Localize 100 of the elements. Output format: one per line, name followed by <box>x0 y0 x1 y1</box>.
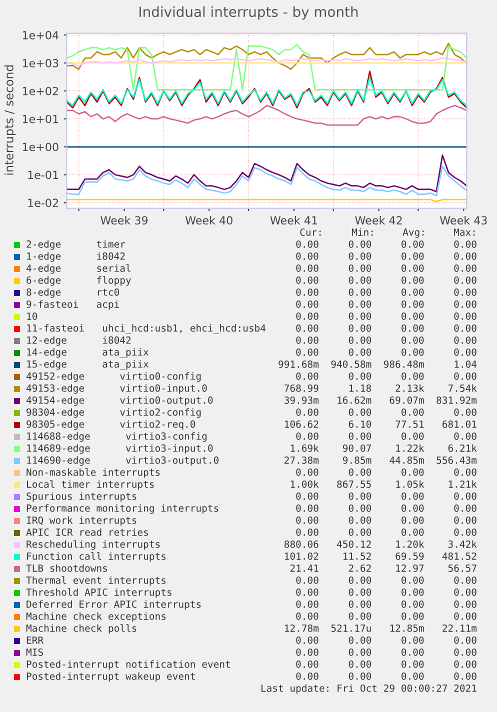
y-tick-label: 1e+01 <box>22 114 58 124</box>
legend-label: 12-edge i8042 <box>27 336 131 346</box>
legend-label: 98305-edge virtio2-req.0 <box>26 420 196 430</box>
text: 0.00 0.00 0.00 0.00 <box>296 648 476 656</box>
text: 0.00 0.00 0.00 0.00 <box>296 264 476 272</box>
legend-label: 15-edge ata_piix <box>27 360 149 370</box>
legend-label: Machine check polls <box>26 624 136 634</box>
legend-label: 4-edge serial <box>26 264 130 274</box>
text: 0.00 0.00 0.00 0.00 <box>296 528 476 536</box>
y-tick-label: 1e+02 <box>22 86 58 96</box>
legend-label: MIS <box>26 648 43 656</box>
legend-label: 114690-edge virtio3-output.0 <box>27 456 219 466</box>
text: 0.00 0.00 0.00 0.00 <box>296 276 476 284</box>
text: 880.06 450.12 1.20k 3.42k <box>284 540 477 548</box>
legend-label: 49154-edge virtio0-output.0 <box>26 396 213 406</box>
text: 1.69k 90.07 1.22k 6.21k <box>290 444 477 452</box>
text: 0.00 0.00 0.00 0.00 <box>296 636 476 644</box>
y-tick-label: 1e-02 <box>28 198 58 208</box>
legend-label: Performance monitoring interrupts <box>26 504 218 514</box>
text: Cur: <box>300 228 321 236</box>
text: Min: <box>352 228 373 236</box>
text: 0.00 0.00 0.00 0.00 <box>296 588 476 596</box>
legend-label: 2-edge timer <box>26 240 126 250</box>
legend-label: IRQ work interrupts <box>26 516 136 526</box>
legend-label: Machine check exceptions <box>26 612 166 622</box>
legend-label: ERR <box>26 636 44 644</box>
x-tick-label: Week 39 <box>100 216 148 225</box>
legend-label: 49153-edge virtio0-input.0 <box>26 384 207 394</box>
legend-label: Thermal event interrupts <box>26 576 166 586</box>
text: 39.93m 16.62m 69.07m 831.92m <box>284 396 477 404</box>
line-series <box>66 76 468 106</box>
line-series <box>66 166 468 196</box>
legend-label: 114688-edge virtio3-config <box>27 432 207 442</box>
chart-title: Individual interrupts - by month <box>140 6 358 20</box>
y-tick-label: 1e+03 <box>22 58 58 68</box>
text: 0.00 0.00 0.00 0.00 <box>296 660 476 668</box>
text: Last update: Fri Oct 29 00:00:27 2021 <box>261 684 476 694</box>
legend-label: 98304-edge virtio2-config <box>26 408 201 418</box>
legend-label: Rescheduling interrupts <box>26 540 160 550</box>
legend-label: Posted-interrupt wakeup event <box>26 672 195 682</box>
line-series <box>66 70 468 108</box>
text: 12.78m 521.17u 12.85m 22.11m <box>285 624 477 632</box>
text: 0.00 0.00 0.00 0.00 <box>296 252 476 260</box>
text: 0.00 0.00 0.00 0.00 <box>296 372 476 380</box>
text: 0.00 0.00 0.00 0.00 <box>296 516 476 524</box>
legend-label: 11-fasteoi uhci_hcd:usb1, ehci_hcd:usb4 <box>27 324 266 334</box>
legend-label: APIC ICR read retries <box>26 528 148 536</box>
line-series <box>66 57 468 66</box>
legend-label: TLB shootdowns <box>26 564 107 572</box>
text: 0.00 0.00 0.00 0.00 <box>296 288 476 296</box>
x-tick-label: Week 42 <box>355 216 402 225</box>
text: 106.62 6.10 77.51 681.01 <box>285 420 476 428</box>
y-axis-title: interrupts / second <box>4 65 16 175</box>
line-series <box>66 42 468 70</box>
x-tick-label: Week 43 <box>440 216 487 225</box>
text: 0.00 0.00 0.00 0.00 <box>296 324 476 332</box>
y-tick-label: 1e-01 <box>28 170 58 180</box>
text: 0.00 0.00 0.00 0.00 <box>296 672 476 680</box>
text: 1.00k 867.55 1.05k 1.21k <box>290 480 477 488</box>
legend-label: 114689-edge virtio3-input.0 <box>27 444 213 454</box>
y-tick-label: 1e+00 <box>22 142 58 152</box>
text: 0.00 0.00 0.00 0.00 <box>296 408 476 416</box>
legend-label: Local timer interrupts <box>27 480 154 490</box>
legend-label: Non-maskable interrupts <box>26 468 160 478</box>
text: 0.00 0.00 0.00 0.00 <box>296 492 476 500</box>
y-tick-label: 1e+04 <box>22 30 58 40</box>
text: 0.00 0.00 0.00 0.00 <box>296 576 476 584</box>
legend-label: Threshold APIC interrupts <box>26 588 172 598</box>
legend-label: Function call interrupts <box>27 552 166 562</box>
text: Avg: <box>402 228 424 238</box>
legend-label: 1-edge i8042 <box>27 252 125 262</box>
legend-label: Spurious interrupts <box>26 492 136 502</box>
legend-label: 8-edge rtc0 <box>26 288 120 298</box>
text: 991.68m 940.58m 986.48m 1.04 <box>278 360 477 368</box>
line-series <box>66 44 468 90</box>
text: 27.38m 9.85m 44.85m 556.43m <box>284 456 477 464</box>
text: 0.00 0.00 0.00 0.00 <box>296 600 476 608</box>
text: 0.00 0.00 0.00 0.00 <box>296 432 476 440</box>
legend-label: 49152-edge virtio0-config <box>26 372 201 382</box>
text: 0.00 0.00 0.00 0.00 <box>296 312 476 320</box>
text: 768.99 1.18 2.13k 7.54k <box>284 384 477 392</box>
legend-label: Deferred Error APIC interrupts <box>26 600 201 610</box>
legend-label: Posted-interrupt notification event <box>26 660 230 670</box>
text: Max: <box>454 228 475 236</box>
legend-label: 9-fasteoi acpi <box>26 300 119 310</box>
text: 0.00 0.00 0.00 0.00 <box>296 612 476 620</box>
text: 0.00 0.00 0.00 0.00 <box>296 468 476 476</box>
text: 101.02 11.52 69.59 481.52 <box>285 552 476 560</box>
x-tick-label: Week 40 <box>185 216 232 225</box>
legend-label: 10 <box>27 312 38 320</box>
text: 0.00 0.00 0.00 0.00 <box>296 504 476 512</box>
text: 0.00 0.00 0.00 0.00 <box>296 336 476 344</box>
text: 0.00 0.00 0.00 0.00 <box>296 348 476 356</box>
line-series <box>66 154 468 192</box>
text: 0.00 0.00 0.00 0.00 <box>296 240 476 248</box>
text: 21.41 2.62 12.97 56.57 <box>290 564 476 572</box>
legend-label: 6-edge floppy <box>26 276 131 286</box>
legend-label: 14-edge ata_piix <box>27 348 149 358</box>
text: 0.00 0.00 0.00 0.00 <box>296 300 476 308</box>
line-series <box>66 104 468 126</box>
